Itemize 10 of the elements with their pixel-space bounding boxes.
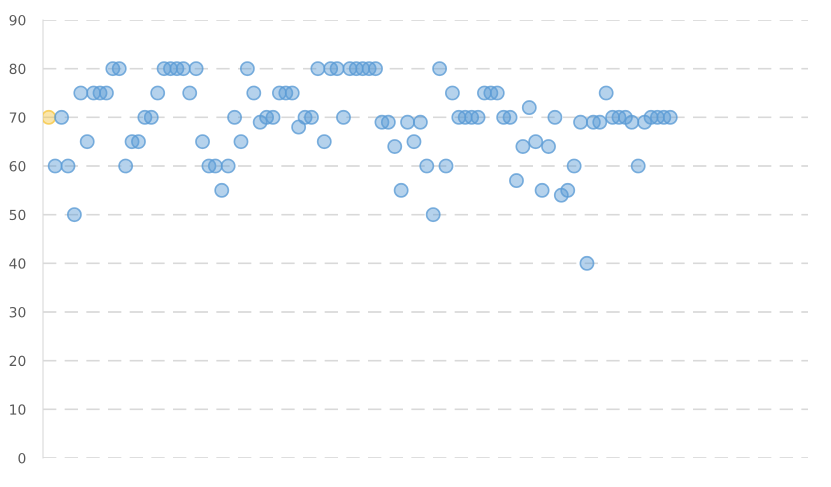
y-tick-label: 70 (10, 112, 26, 123)
y-tick-label: 10 (10, 404, 26, 415)
y-tick-label: 30 (10, 306, 26, 318)
y-tick-label: 90 (10, 14, 26, 26)
y-tick-label: 40 (9, 258, 26, 269)
y-tick-label: 80 (10, 64, 26, 74)
y-tick-label: 20 (10, 356, 26, 366)
y-tick-label: 60 (10, 160, 26, 172)
y-tick-label: 50 (10, 210, 26, 220)
y-tick-label: 0 (18, 452, 26, 464)
